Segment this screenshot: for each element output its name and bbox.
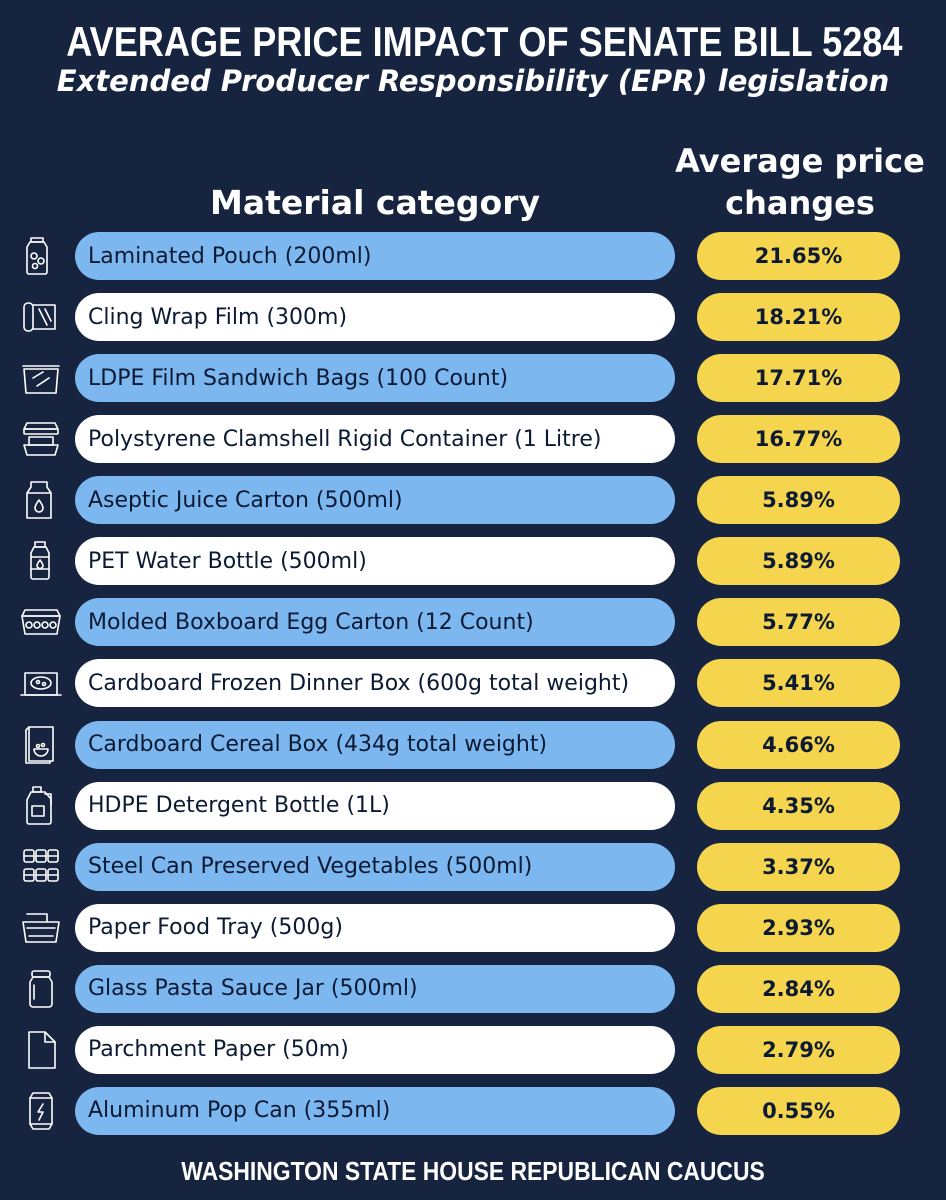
- price-change-value: 21.65%: [697, 232, 900, 280]
- price-change-value: 5.41%: [697, 659, 900, 708]
- material-label: Molded Boxboard Egg Carton (12 Count): [75, 598, 675, 647]
- clamshell-container-icon: [19, 417, 63, 461]
- price-change-value: 4.66%: [697, 720, 900, 769]
- table-row: Cardboard Frozen Dinner Box (600g total …: [0, 659, 946, 708]
- price-change-value: 2.93%: [697, 903, 900, 952]
- pouch-icon: [19, 234, 63, 278]
- table-row: Aluminum Pop Can (355ml) 0.55%: [0, 1086, 946, 1135]
- table-row: Cardboard Cereal Box (434g total weight)…: [0, 720, 946, 769]
- table-row: Laminated Pouch (200ml) 21.65%: [0, 232, 946, 280]
- glass-jar-icon: [19, 967, 63, 1011]
- price-column-header: Average price changes: [660, 140, 940, 224]
- material-label: Cardboard Cereal Box (434g total weight): [75, 720, 675, 769]
- footer-credit: WASHINGTON STATE HOUSE REPUBLICAN CAUCUS: [181, 1156, 765, 1186]
- material-label: Paper Food Tray (500g): [75, 903, 675, 952]
- pop-can-icon: [19, 1089, 63, 1133]
- price-change-value: 16.77%: [697, 415, 900, 464]
- food-tray-icon: [19, 906, 63, 950]
- price-change-value: 2.79%: [697, 1025, 900, 1074]
- material-label: PET Water Bottle (500ml): [75, 537, 675, 586]
- table-row: Parchment Paper (50m) 2.79%: [0, 1025, 946, 1074]
- material-label: Parchment Paper (50m): [75, 1025, 675, 1074]
- table-row: Molded Boxboard Egg Carton (12 Count) 5.7…: [0, 598, 946, 647]
- material-column-header: Material category: [210, 183, 540, 222]
- price-change-value: 5.89%: [697, 476, 900, 525]
- table-row: Steel Can Preserved Vegetables (500ml) 3.…: [0, 842, 946, 891]
- price-change-value: 4.35%: [697, 781, 900, 830]
- table-row: PET Water Bottle (500ml) 5.89%: [0, 537, 946, 586]
- material-label: Cling Wrap Film (300m): [75, 293, 675, 342]
- material-label: Glass Pasta Sauce Jar (500ml): [75, 964, 675, 1013]
- egg-carton-icon: [19, 600, 63, 644]
- steel-cans-icon: [19, 845, 63, 889]
- page-subtitle: Extended Producer Responsibility (EPR) l…: [56, 64, 890, 98]
- page-title: AVERAGE PRICE IMPACT OF SENATE BILL 5284: [66, 18, 903, 65]
- juice-carton-icon: [19, 478, 63, 522]
- price-change-value: 5.89%: [697, 537, 900, 586]
- dinner-box-icon: [19, 661, 63, 705]
- material-label: Cardboard Frozen Dinner Box (600g total …: [75, 659, 675, 708]
- price-column-header-line1: Average price: [675, 142, 925, 180]
- price-column-header-line2: changes: [725, 184, 875, 222]
- table-row: HDPE Detergent Bottle (1L) 4.35%: [0, 781, 946, 830]
- detergent-bottle-icon: [19, 784, 63, 828]
- table-row: Cling Wrap Film (300m) 18.21%: [0, 293, 946, 342]
- material-label: Aluminum Pop Can (355ml): [75, 1086, 675, 1135]
- material-label: LDPE Film Sandwich Bags (100 Count): [75, 354, 675, 403]
- price-change-value: 3.37%: [697, 842, 900, 891]
- price-change-value: 17.71%: [697, 354, 900, 403]
- price-change-value: 2.84%: [697, 964, 900, 1013]
- table-row: Glass Pasta Sauce Jar (500ml) 2.84%: [0, 964, 946, 1013]
- table-row: Aseptic Juice Carton (500ml) 5.89%: [0, 476, 946, 525]
- table-row: Polystyrene Clamshell Rigid Container (1…: [0, 415, 946, 464]
- material-label: Aseptic Juice Carton (500ml): [75, 476, 675, 525]
- material-label: HDPE Detergent Bottle (1L): [75, 781, 675, 830]
- table-row: Paper Food Tray (500g) 2.93%: [0, 903, 946, 952]
- cling-wrap-icon: [19, 295, 63, 339]
- sandwich-bag-icon: [19, 356, 63, 400]
- material-label: Laminated Pouch (200ml): [75, 232, 675, 280]
- water-bottle-icon: [19, 539, 63, 583]
- price-change-value: 5.77%: [697, 598, 900, 647]
- material-label: Steel Can Preserved Vegetables (500ml): [75, 842, 675, 891]
- price-change-value: 0.55%: [697, 1086, 900, 1135]
- cereal-box-icon: [19, 723, 63, 767]
- paper-sheet-icon: [19, 1028, 63, 1072]
- material-label: Polystyrene Clamshell Rigid Container (1…: [75, 415, 675, 464]
- table-row: LDPE Film Sandwich Bags (100 Count) 17.71…: [0, 354, 946, 403]
- price-change-value: 18.21%: [697, 293, 900, 342]
